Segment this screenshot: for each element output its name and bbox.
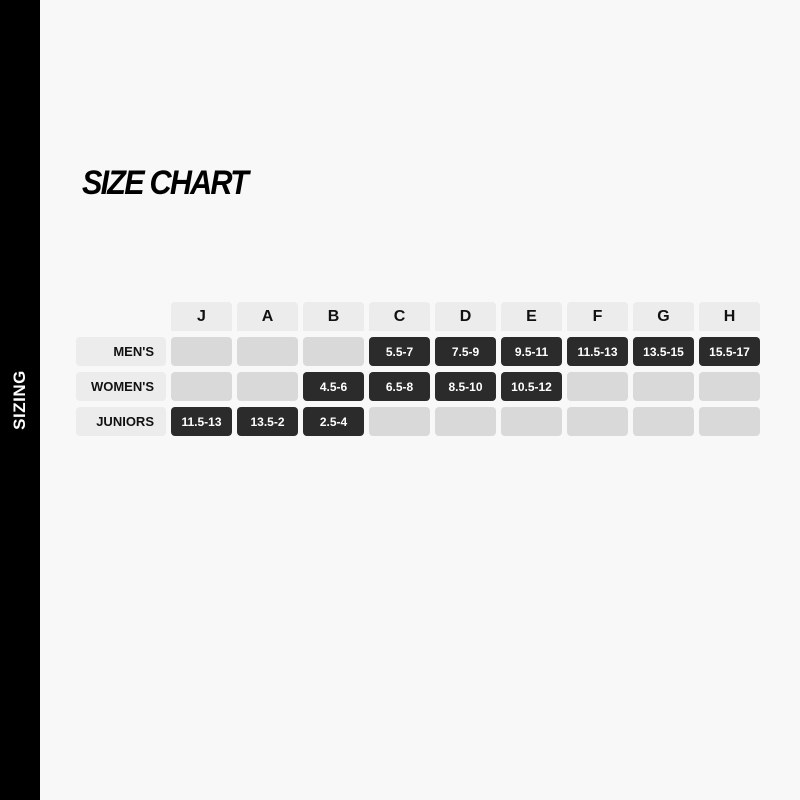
size-cell: 13.5-15 [633,337,694,366]
column-header: B [303,302,364,331]
size-chart-table: J A B C D E F G H MEN'S 5.5-7 7.5-9 9.5-11 11.5-13 13.… [76,302,760,436]
size-cell: 8.5-10 [435,372,496,401]
row-label: MEN'S [76,337,166,366]
column-header: G [633,302,694,331]
size-cell: 7.5-9 [435,337,496,366]
empty-cell [501,407,562,436]
size-cell: 2.5-4 [303,407,364,436]
size-cell: 10.5-12 [501,372,562,401]
column-header: A [237,302,298,331]
page-title: SIZE CHART [82,164,249,202]
empty-cell [699,407,760,436]
sidebar: SIZING [0,0,40,800]
size-cell: 5.5-7 [369,337,430,366]
size-cell: 13.5-2 [237,407,298,436]
size-cell: 15.5-17 [699,337,760,366]
row-label: WOMEN'S [76,372,166,401]
empty-cell [633,407,694,436]
sidebar-label: SIZING [10,370,29,430]
column-header: J [171,302,232,331]
empty-cell [633,372,694,401]
size-cell: 9.5-11 [501,337,562,366]
empty-cell [369,407,430,436]
column-header: F [567,302,628,331]
empty-cell [237,337,298,366]
empty-cell [237,372,298,401]
column-header: D [435,302,496,331]
empty-cell [567,372,628,401]
empty-cell [171,337,232,366]
row-label: JUNIORS [76,407,166,436]
size-cell: 11.5-13 [171,407,232,436]
empty-cell [171,372,232,401]
empty-cell [303,337,364,366]
column-header: C [369,302,430,331]
empty-cell [567,407,628,436]
empty-cell [699,372,760,401]
size-cell: 6.5-8 [369,372,430,401]
column-header: E [501,302,562,331]
empty-cell [435,407,496,436]
size-cell: 11.5-13 [567,337,628,366]
column-header: H [699,302,760,331]
size-cell: 4.5-6 [303,372,364,401]
table-corner [76,302,166,331]
